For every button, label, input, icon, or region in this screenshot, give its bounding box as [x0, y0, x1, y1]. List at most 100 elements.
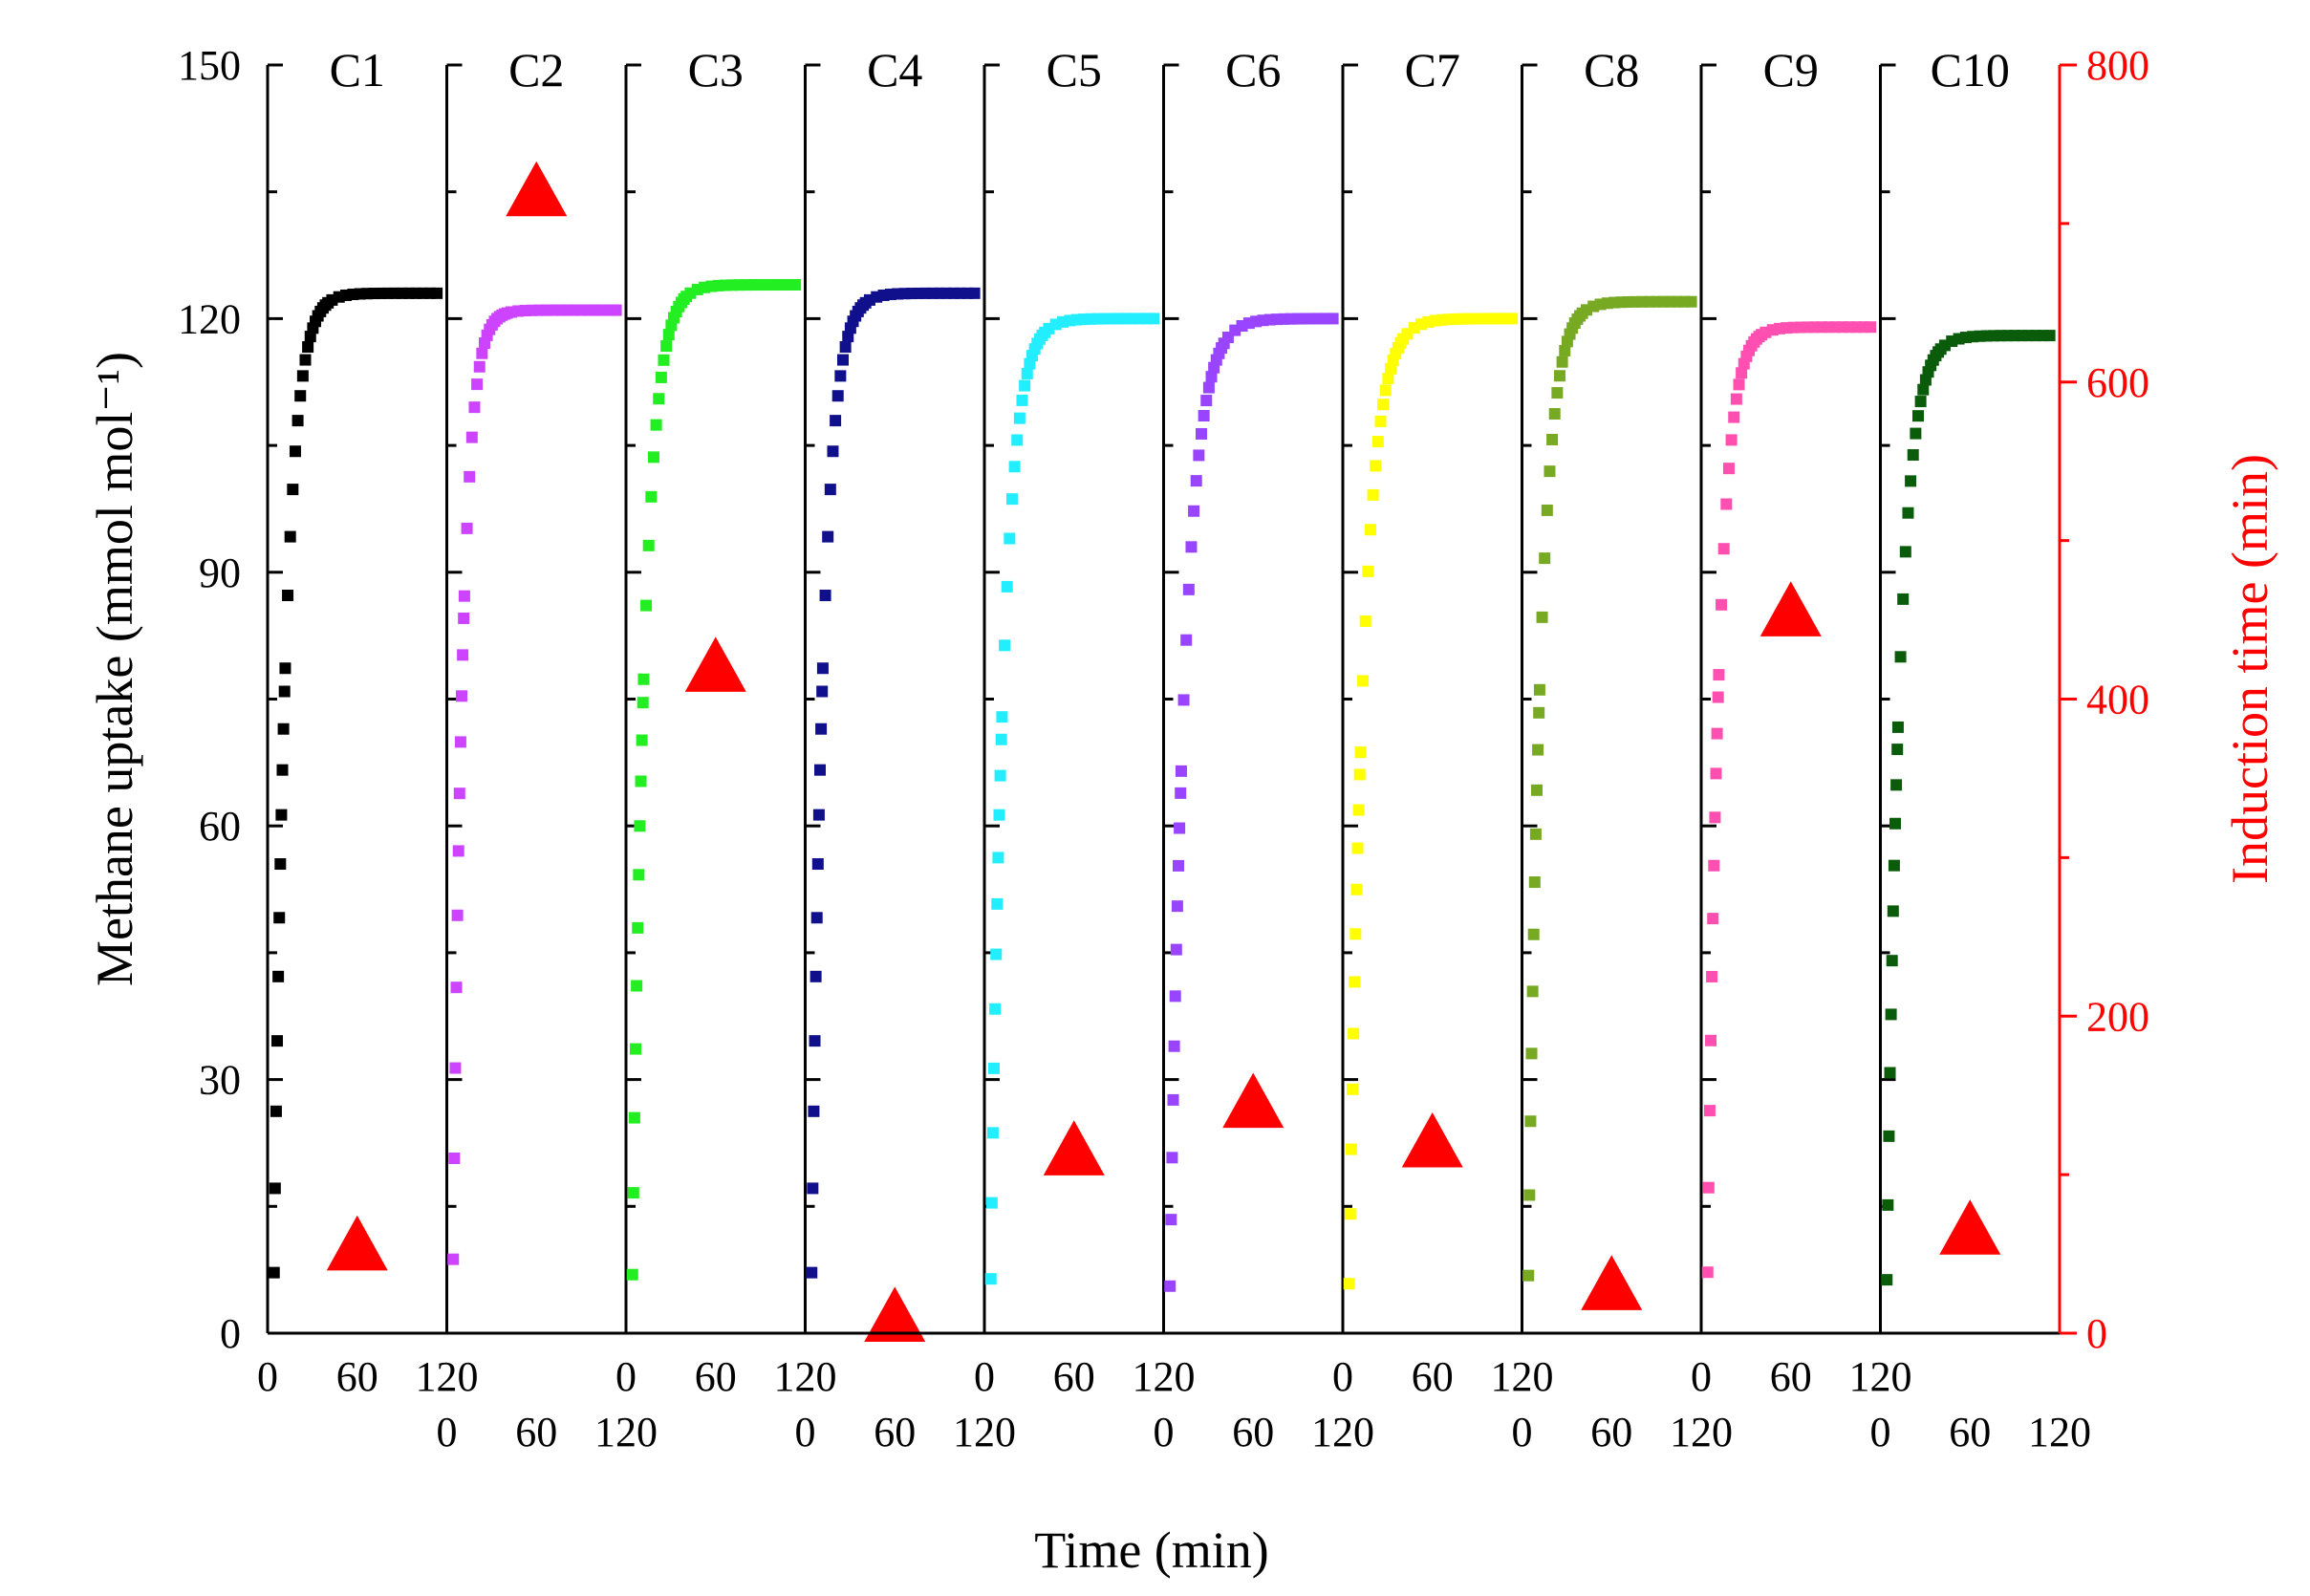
- panel-c8: C8 0 60 120: [1512, 43, 1734, 1456]
- panel-c6: C6 0 60 120: [1154, 43, 1375, 1456]
- uptake-point: [1362, 565, 1374, 577]
- uptake-point: [1910, 427, 1922, 440]
- uptake-point: [827, 445, 839, 458]
- uptake-point: [1008, 461, 1021, 473]
- uptake-point: [642, 539, 655, 551]
- uptake-point: [1180, 634, 1193, 646]
- uptake-point: [1725, 434, 1738, 446]
- uptake-point: [272, 970, 285, 982]
- x-tick-label: 120: [1311, 1409, 1374, 1456]
- x-tick-label: 0: [1691, 1353, 1712, 1400]
- panel-c4: C4 0 60 120: [795, 43, 1017, 1456]
- panel-c1: C1 0 60 120: [257, 43, 479, 1400]
- uptake-point: [1711, 727, 1723, 740]
- uptake-point: [1167, 1093, 1179, 1106]
- uptake-point: [302, 341, 314, 354]
- uptake-point: [808, 1105, 820, 1117]
- uptake-point: [1544, 465, 1556, 478]
- uptake-point: [1001, 580, 1013, 593]
- uptake-point: [1359, 615, 1371, 627]
- uptake-point: [447, 1253, 460, 1265]
- y2-axis-title: Induction time (min): [2221, 454, 2278, 884]
- uptake-point: [284, 530, 296, 543]
- uptake-point: [1891, 721, 1904, 733]
- uptake-point: [995, 733, 1007, 745]
- uptake-point: [471, 378, 484, 391]
- uptake-point: [1525, 1047, 1538, 1060]
- uptake-point: [1529, 828, 1542, 840]
- uptake-point: [1379, 384, 1392, 397]
- uptake-point: [822, 530, 834, 543]
- uptake-point: [282, 590, 294, 602]
- uptake-point: [655, 371, 667, 383]
- induction-time-marker: [1581, 1255, 1643, 1310]
- uptake-point: [1730, 393, 1742, 405]
- induction-time-marker: [1401, 1111, 1463, 1168]
- uptake-point: [1907, 449, 1919, 462]
- uptake-point: [1707, 913, 1719, 925]
- uptake-point: [1881, 1274, 1893, 1286]
- uptake-point: [1713, 669, 1725, 681]
- uptake-point: [810, 970, 822, 982]
- uptake-point: [1533, 706, 1545, 719]
- uptake-point: [453, 787, 465, 800]
- uptake-point: [819, 590, 831, 602]
- uptake-point: [635, 775, 647, 787]
- uptake-point: [1364, 524, 1376, 536]
- uptake-point: [839, 341, 852, 354]
- uptake-point: [1004, 532, 1016, 545]
- uptake-point: [658, 354, 670, 366]
- uptake-point: [458, 590, 470, 602]
- uptake-point: [478, 337, 490, 350]
- uptake-point: [454, 736, 466, 748]
- uptake-point: [1728, 411, 1740, 423]
- uptake-point: [634, 820, 646, 832]
- uptake-point: [1350, 883, 1363, 895]
- x-tick-label: 60: [695, 1353, 737, 1400]
- uptake-point: [1524, 1115, 1537, 1128]
- uptake-point: [1005, 493, 1018, 506]
- x-tick-label: 60: [1053, 1353, 1095, 1400]
- uptake-point: [1528, 876, 1541, 889]
- uptake-point: [268, 1266, 280, 1279]
- uptake-point: [1716, 598, 1728, 611]
- uptake-point: [1348, 1027, 1360, 1040]
- induction-time-marker: [864, 1286, 926, 1343]
- uptake-point: [1168, 1040, 1180, 1052]
- uptake-point: [278, 685, 291, 698]
- uptake-point: [450, 981, 463, 994]
- induction-time-marker: [684, 636, 746, 692]
- uptake-point: [1190, 475, 1202, 487]
- uptake-point: [633, 869, 645, 881]
- x-tick-label: 0: [795, 1409, 816, 1456]
- uptake-point: [653, 393, 665, 405]
- uptake-point: [626, 1268, 638, 1281]
- uptake-point: [610, 304, 622, 316]
- uptake-point: [990, 948, 1003, 960]
- uptake-point: [2043, 330, 2056, 342]
- uptake-point: [1905, 475, 1917, 487]
- uptake-point: [968, 287, 981, 299]
- uptake-point: [789, 279, 802, 291]
- uptake-point: [1705, 1034, 1717, 1046]
- panel-label: C1: [330, 43, 385, 97]
- uptake-point: [662, 329, 675, 341]
- y2-tick-label: 0: [2086, 1310, 2107, 1357]
- uptake-point: [1370, 460, 1382, 472]
- y-tick-label: 150: [178, 42, 241, 89]
- uptake-point: [473, 360, 486, 373]
- uptake-point: [1887, 905, 1899, 917]
- y2-tick-label: 800: [2086, 42, 2149, 89]
- uptake-point: [1556, 356, 1568, 368]
- uptake-point: [448, 1152, 461, 1164]
- x-tick-label: 120: [1849, 1353, 1912, 1400]
- uptake-point: [287, 484, 299, 496]
- uptake-point: [992, 852, 1004, 864]
- x-tick-label: 0: [1332, 1353, 1353, 1400]
- panel-label: C9: [1763, 43, 1819, 97]
- uptake-point: [1353, 768, 1366, 781]
- x-tick-label: 120: [1670, 1409, 1733, 1456]
- uptake-point: [1701, 1266, 1714, 1279]
- panel-c7: C7 0 60 120: [1332, 43, 1554, 1400]
- uptake-point: [1541, 504, 1553, 516]
